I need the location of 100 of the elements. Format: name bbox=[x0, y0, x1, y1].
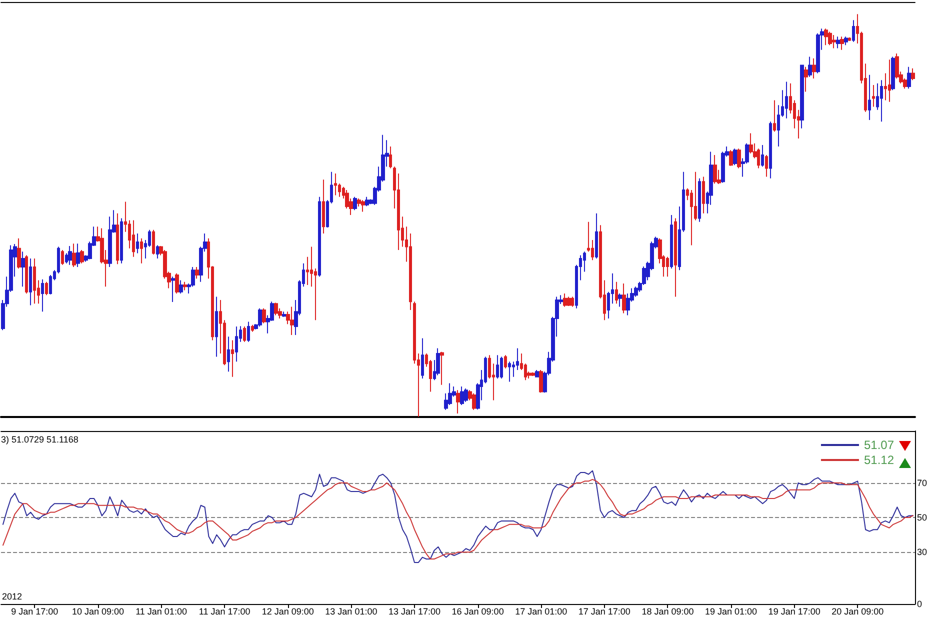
candlestick bbox=[828, 31, 832, 46]
candlestick bbox=[761, 144, 764, 168]
candlestick bbox=[80, 250, 84, 264]
candlestick bbox=[844, 36, 848, 46]
x-tick-label: 20 Jan 09:00 bbox=[832, 606, 884, 616]
candlestick bbox=[274, 302, 278, 316]
candlestick bbox=[456, 390, 460, 414]
candlestick bbox=[595, 212, 598, 259]
candlestick bbox=[460, 386, 464, 406]
candlestick bbox=[120, 218, 123, 264]
candlestick bbox=[729, 150, 733, 166]
candlestick bbox=[361, 200, 365, 212]
candlestick bbox=[840, 36, 844, 50]
candlestick bbox=[175, 272, 179, 294]
candlestick bbox=[231, 340, 234, 378]
x-tick-label: 9 Jan 17:00 bbox=[11, 606, 58, 616]
candlestick bbox=[243, 326, 246, 342]
candlestick bbox=[171, 276, 175, 302]
candlestick bbox=[907, 66, 911, 90]
candlestick bbox=[318, 196, 321, 278]
candlestick bbox=[615, 281, 618, 304]
candlestick bbox=[808, 56, 812, 78]
candlestick bbox=[911, 68, 915, 81]
candlestick bbox=[773, 100, 776, 132]
candlestick bbox=[136, 233, 139, 254]
candlestick bbox=[72, 243, 76, 268]
candlestick bbox=[156, 244, 159, 259]
candlestick bbox=[666, 256, 669, 278]
candlestick bbox=[49, 274, 52, 295]
candlestick bbox=[334, 173, 337, 196]
candlestick bbox=[824, 28, 828, 46]
candlestick bbox=[702, 176, 705, 214]
candlestick bbox=[891, 56, 895, 91]
candlestick bbox=[800, 64, 804, 129]
candlestick bbox=[812, 58, 816, 80]
candlestick bbox=[353, 196, 357, 211]
candlestick bbox=[836, 36, 840, 49]
candlestick bbox=[262, 308, 266, 324]
candlestick bbox=[68, 246, 72, 266]
candlestick bbox=[33, 258, 36, 304]
candlestick bbox=[832, 34, 836, 49]
x-tick-label: 11 Jan 01:00 bbox=[136, 606, 187, 616]
candlestick bbox=[247, 321, 250, 342]
candlestick bbox=[670, 214, 673, 270]
candlestick bbox=[436, 348, 440, 376]
candlestick bbox=[563, 293, 567, 308]
x-tick-label: 11 Jan 17:00 bbox=[198, 606, 250, 616]
candlestick bbox=[737, 148, 741, 169]
candlestick bbox=[634, 286, 638, 298]
candlestick bbox=[215, 296, 218, 358]
candlestick bbox=[535, 370, 539, 378]
candlestick bbox=[440, 351, 444, 386]
candlestick bbox=[76, 243, 80, 268]
candlestick bbox=[674, 218, 677, 298]
annotation: 2012 bbox=[2, 592, 22, 602]
legend-label: 51.07 bbox=[864, 438, 894, 452]
candlestick bbox=[235, 326, 238, 362]
candlestick bbox=[880, 80, 883, 122]
candlestick bbox=[500, 356, 503, 379]
candlestick bbox=[282, 311, 286, 318]
candlestick bbox=[464, 388, 468, 402]
candlestick bbox=[816, 32, 820, 74]
candlestick bbox=[868, 74, 871, 120]
candlestick bbox=[852, 20, 855, 42]
candlestick bbox=[140, 238, 143, 264]
x-tick-label: 18 Jan 09:00 bbox=[642, 606, 694, 616]
candlestick bbox=[713, 154, 717, 184]
candlestick bbox=[179, 280, 183, 294]
x-tick-label: 13 Jan 17:00 bbox=[388, 606, 441, 616]
candlestick bbox=[872, 84, 875, 108]
candlestick bbox=[472, 392, 476, 410]
candlestick bbox=[152, 229, 155, 255]
x-tick-label: 19 Jan 01:00 bbox=[704, 606, 758, 616]
y-tick-label: 50 bbox=[916, 512, 928, 522]
candlestick bbox=[41, 278, 44, 312]
candlestick bbox=[17, 238, 21, 270]
candlestick bbox=[365, 196, 369, 207]
candlestick bbox=[251, 324, 254, 332]
candlestick bbox=[804, 66, 808, 92]
candlestick bbox=[183, 281, 187, 291]
candlestick bbox=[531, 372, 535, 377]
candlestick bbox=[539, 370, 543, 394]
candlestick bbox=[448, 382, 452, 406]
candlestick bbox=[765, 154, 768, 178]
y-tick-label: 0 bbox=[916, 599, 922, 609]
legend-label: 51.12 bbox=[864, 453, 894, 467]
candlestick bbox=[132, 220, 135, 258]
x-tick-label: 12 Jan 09:00 bbox=[262, 606, 314, 616]
x-tick-label: 10 Jan 09:00 bbox=[72, 606, 124, 616]
candlestick bbox=[258, 308, 262, 328]
x-tick-label: 19 Jan 17:00 bbox=[768, 606, 820, 616]
y-tick-label: 30 bbox=[916, 547, 928, 558]
candlestick bbox=[496, 354, 499, 379]
candlestick bbox=[504, 354, 507, 369]
candlestick bbox=[322, 179, 325, 234]
candlestick bbox=[25, 254, 28, 294]
candlestick bbox=[698, 178, 701, 222]
candlestick bbox=[389, 146, 392, 169]
candlestick bbox=[290, 306, 294, 336]
x-tick-label: 16 Jan 09:00 bbox=[452, 606, 504, 616]
